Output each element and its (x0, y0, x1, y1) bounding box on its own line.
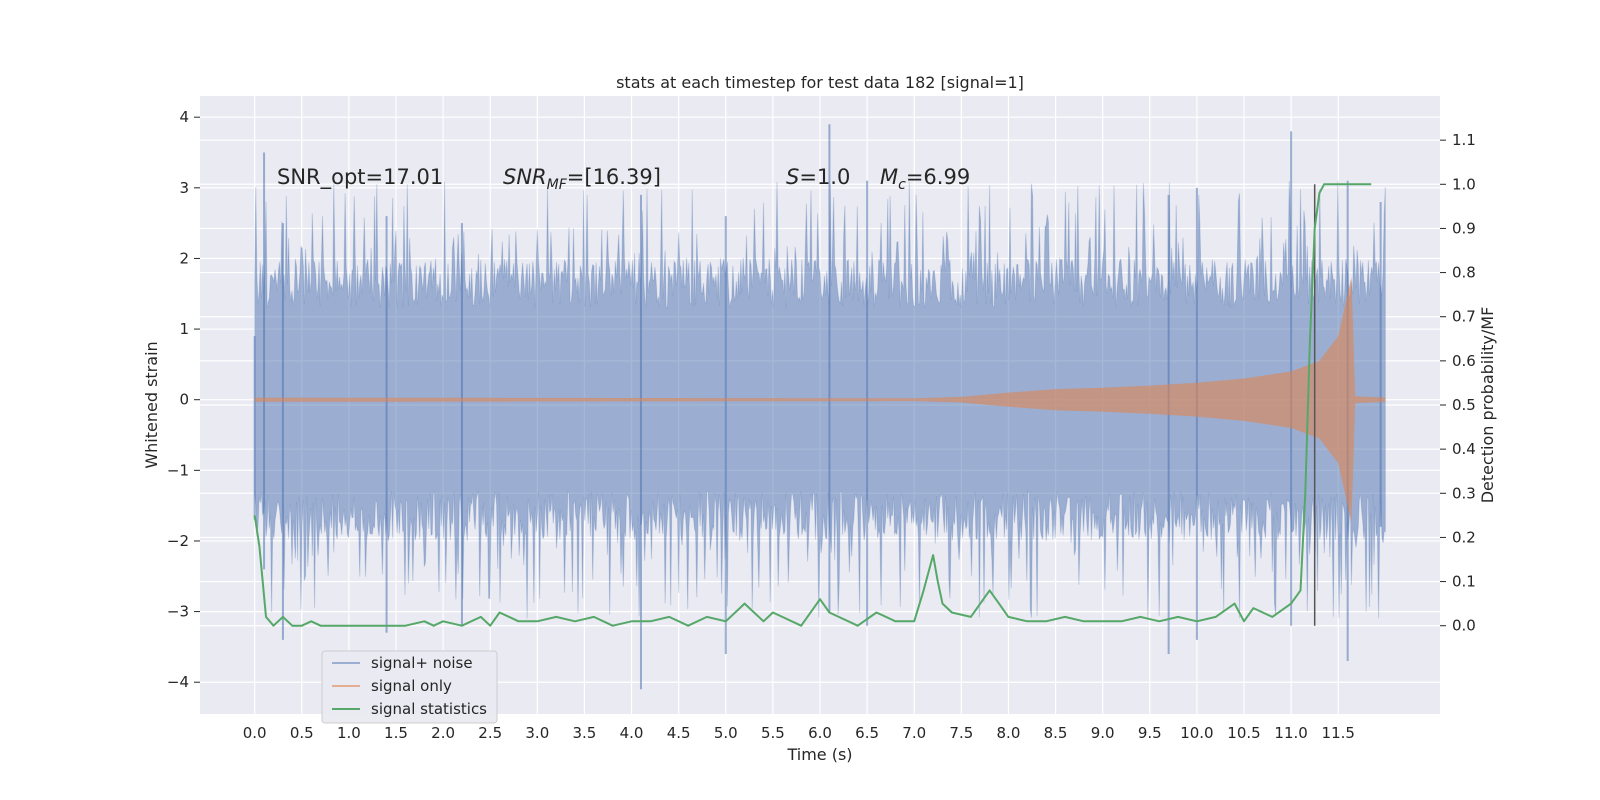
x-tick-label: 0.0 (243, 724, 267, 742)
y-tick-label: 3 (179, 179, 189, 197)
x-tick-label: 6.5 (855, 724, 879, 742)
signal-only-envelope (254, 276, 1386, 523)
y-tick-label: −2 (167, 532, 189, 550)
signal-statistics-line (253, 183, 1372, 627)
y-right-tick-label: 0.1 (1452, 573, 1476, 591)
x-tick-label: 4.0 (620, 724, 644, 742)
y-tick-label: 2 (179, 249, 189, 267)
y-axis-label: Whitened strain (142, 341, 161, 468)
x-tick-label: 7.0 (902, 724, 926, 742)
y-right-tick-label: 0.6 (1452, 352, 1476, 370)
y-tick-label: 4 (179, 108, 189, 126)
x-tick-label: 3.0 (525, 724, 549, 742)
legend-label-signal-only: signal only (371, 677, 452, 695)
plot-content (253, 124, 1386, 690)
x-tick-label: 9.0 (1091, 724, 1115, 742)
y-right-tick-label: 0.0 (1452, 617, 1476, 635)
legend-label-signal-statistics: signal statistics (371, 700, 487, 718)
x-tick-label: 6.0 (808, 724, 832, 742)
y-right-tick-label: 0.9 (1452, 219, 1476, 237)
x-tick-label: 8.0 (997, 724, 1021, 742)
legend-label-signal-noise: signal+ noise (371, 654, 473, 672)
x-tick-label: 4.5 (667, 724, 691, 742)
annotations: SNR_opt=17.01 SNRMF=[16.39] S=1.0 Mc=6.9… (277, 165, 970, 193)
annotation-mc: Mc=6.99 (880, 165, 970, 193)
y-tick-label: −4 (167, 673, 189, 691)
annotation-snr-mf: SNRMF=[16.39] (503, 165, 661, 193)
y-right-tick-label: 0.7 (1452, 308, 1476, 326)
x-tick-label: 7.5 (949, 724, 973, 742)
x-tick-label: 8.5 (1044, 724, 1068, 742)
x-tick-label: 9.5 (1138, 724, 1162, 742)
y-axis-label-right: Detection probability/MF (1478, 307, 1497, 504)
x-tick-label: 10.5 (1227, 724, 1260, 742)
series-signal-only (254, 276, 1386, 523)
x-tick-label: 11.5 (1322, 724, 1355, 742)
x-axis-label: Time (s) (786, 745, 852, 764)
y-right-tick-label: 0.8 (1452, 264, 1476, 282)
y-tick-label: −3 (167, 603, 189, 621)
x-tick-label: 3.5 (573, 724, 597, 742)
y-tick-label: 0 (179, 391, 189, 409)
annotation-s: S=1.0 (786, 165, 850, 189)
series-signal-statistics (253, 183, 1372, 627)
y-right-tick-label: 0.5 (1452, 396, 1476, 414)
y-tick-label: −1 (167, 461, 189, 479)
x-tick-label: 2.5 (478, 724, 502, 742)
y-right-tick-label: 0.3 (1452, 484, 1476, 502)
annotation-snr-opt: SNR_opt=17.01 (277, 165, 443, 190)
x-tick-label: 11.0 (1274, 724, 1307, 742)
y-right-tick-label: 0.2 (1452, 528, 1476, 546)
x-tick-label: 10.0 (1180, 724, 1213, 742)
x-tick-label: 5.5 (761, 724, 785, 742)
y-tick-label: 1 (179, 320, 189, 338)
x-tick-label: 5.0 (714, 724, 738, 742)
y-right-tick-label: 1.0 (1452, 175, 1476, 193)
y-right-tick-label: 0.4 (1452, 440, 1476, 458)
y-right-tick-label: 1.1 (1452, 131, 1476, 149)
x-tick-label: 2.0 (431, 724, 455, 742)
x-tick-label: 1.5 (384, 724, 408, 742)
legend-box (321, 650, 498, 724)
chart-title: stats at each timestep for test data 182… (616, 73, 1024, 92)
y-axis-left: −4 −3 −2 −1 0 1 2 3 4 (167, 108, 200, 691)
x-tick-label: 1.0 (337, 724, 361, 742)
x-axis: 0.0 0.5 1.0 1.5 2.0 2.5 3.0 3.5 4.0 4.5 5.0 5.5 6.0 6… (243, 724, 1355, 742)
x-tick-label: 0.5 (290, 724, 314, 742)
legend: signal+ noise signal only signal statist… (321, 650, 498, 724)
y-axis-right: 0.0 0.1 0.2 0.3 0.4 0.5 0.6 0.7 0.8 0.9 1.0 1.1 (1440, 131, 1476, 635)
